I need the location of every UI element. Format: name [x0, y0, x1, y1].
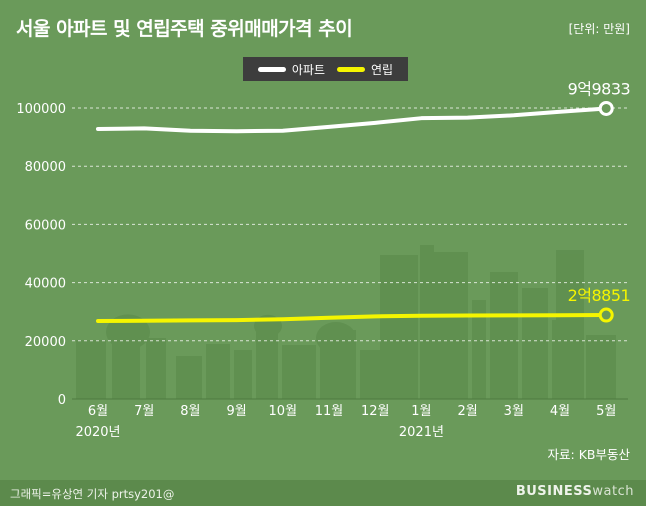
x-tick-label-2: 8월	[180, 404, 200, 419]
building-2	[146, 338, 166, 399]
year-label-0: 2020년	[75, 425, 120, 440]
building-4	[206, 344, 230, 399]
building-6	[256, 330, 278, 399]
building-0	[76, 340, 106, 399]
x-tick-label-6: 12월	[361, 404, 390, 419]
legend-swatch-apartment	[257, 66, 286, 72]
brand-logo: BUSINESSwatch	[516, 484, 634, 499]
x-tick-label-3: 9월	[226, 404, 246, 419]
legend: 아파트 연립	[243, 57, 408, 81]
x-tick-label-9: 3월	[504, 404, 524, 419]
unit-label: [단위: 만원]	[568, 22, 630, 36]
legend-item-apartment: 아파트	[257, 61, 326, 78]
y-tick-label-2: 40000	[25, 277, 66, 292]
x-tick-label-8: 2월	[457, 404, 477, 419]
y-axis-ticks: 0 20000 40000 60000 80000 100000	[16, 102, 66, 408]
legend-item-villa: 연립	[337, 61, 393, 78]
brand-bold: BUSINESS	[515, 484, 593, 499]
legend-swatch-villa	[337, 66, 366, 72]
building-11	[420, 245, 434, 399]
x-tick-label-4: 10월	[269, 404, 298, 419]
line-chart: 0 20000 40000 60000 80000 100000 6월 7월 8월 9월 10월 1…	[16, 79, 631, 440]
x-tick-label-0: 6월	[88, 404, 108, 419]
brand-light: watch	[592, 484, 634, 499]
x-tick-label-5: 11월	[315, 404, 344, 419]
credit-text: 그래픽=유상연 기자 prtsy201@	[10, 487, 175, 501]
end-marker-1	[598, 307, 614, 323]
footer-bar: 그래픽=유상연 기자 prtsy201@ BUSINESSwatch	[0, 480, 646, 506]
y-tick-label-0: 0	[58, 393, 66, 408]
y-tick-label-4: 80000	[25, 160, 66, 175]
end-marker-0	[598, 100, 614, 116]
y-tick-label-5: 100000	[16, 102, 66, 117]
building-17	[556, 250, 584, 399]
tree-2	[316, 322, 356, 354]
y-tick-label-1: 20000	[25, 335, 66, 350]
end-labels: 9억9833 2억8851	[568, 79, 631, 305]
building-3	[176, 356, 202, 399]
source-note: 자료: KB부동산	[547, 447, 630, 462]
building-15	[522, 288, 548, 399]
legend-label-villa: 연립	[371, 62, 394, 77]
building-14	[490, 272, 518, 399]
x-tick-label-11: 5월	[596, 404, 616, 419]
end-label-1: 2억8851	[568, 286, 631, 305]
y-tick-label-3: 60000	[25, 218, 66, 233]
building-5	[234, 350, 252, 399]
end-label-0: 9억9833	[568, 79, 631, 98]
grid-lines	[72, 107, 628, 400]
series-line-1	[96, 313, 609, 324]
x-tick-label-7: 1월	[411, 404, 431, 419]
building-7	[282, 345, 316, 399]
series-lines	[96, 100, 614, 324]
x-tick-label-10: 4월	[550, 404, 570, 419]
series-line-0	[96, 106, 609, 134]
chart-title: 서울 아파트 및 연립주택 중위매매가격 추이	[16, 18, 353, 40]
building-18	[586, 335, 616, 399]
skyline-decoration	[76, 245, 616, 399]
x-axis-ticks: 6월 7월 8월 9월 10월 11월 12월 1월 2월 3월 4월 5월 2020년 2021년	[75, 404, 616, 440]
x-tick-label-1: 7월	[134, 404, 154, 419]
year-label-1: 2021년	[399, 425, 444, 440]
building-12	[432, 252, 468, 399]
legend-label-apartment: 아파트	[291, 62, 326, 77]
building-10	[380, 255, 418, 399]
building-13	[472, 300, 486, 399]
building-9	[360, 350, 382, 399]
